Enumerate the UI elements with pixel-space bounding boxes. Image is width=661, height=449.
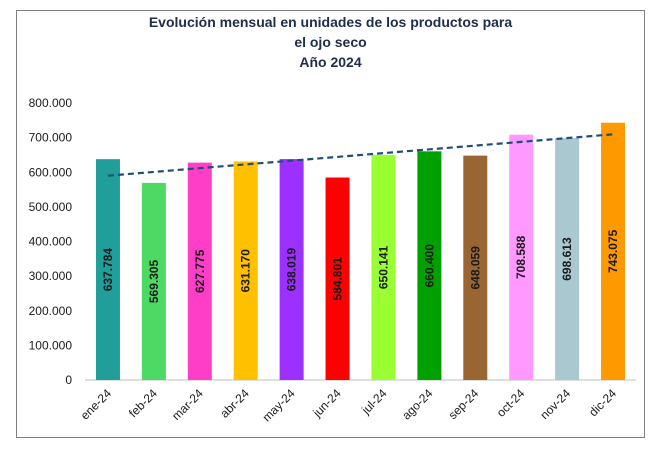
x-tick-label: ene-24: [78, 386, 115, 423]
y-tick-label: 800.000: [29, 96, 73, 110]
x-tick-label: dic-24: [586, 386, 619, 419]
x-tick-label: ago-24: [399, 386, 436, 423]
x-tick-label: nov-24: [537, 386, 573, 422]
y-tick-label: 200.000: [29, 304, 73, 318]
bar-jul-24: [371, 154, 396, 380]
x-tick-label: sep-24: [446, 386, 482, 422]
bar-ene-24: [95, 159, 120, 380]
bar-dic-24: [601, 122, 626, 381]
bar-nov-24: [555, 138, 580, 380]
bar-ago-24: [417, 151, 442, 380]
x-tick-label: jul-24: [358, 386, 390, 418]
data-label: 708.588: [514, 235, 528, 279]
y-tick-label: 0: [65, 373, 72, 387]
data-label: 584.801: [331, 257, 345, 301]
chart-title-line-2: el ojo seco: [294, 34, 367, 50]
x-tick-label: oct-24: [494, 386, 528, 420]
x-tick-label: mar-24: [169, 386, 206, 423]
bar-mar-24: [187, 162, 212, 380]
bar-oct-24: [509, 134, 534, 380]
y-tick-label: 700.000: [29, 131, 73, 145]
chart-title-line-3: Año 2024: [299, 54, 362, 70]
data-label: 631.170: [239, 249, 253, 293]
y-tick-label: 100.000: [29, 338, 73, 352]
data-label: 627.775: [193, 249, 207, 293]
chart-title-line-1: Evolución mensual en unidades de los pro…: [148, 14, 513, 30]
x-tick-label: jun-24: [309, 386, 343, 420]
y-tick-label: 400.000: [29, 235, 73, 249]
data-label: 698.613: [560, 237, 574, 281]
trendline: [107, 133, 614, 177]
data-label: 660.400: [422, 244, 436, 288]
bar-sep-24: [463, 155, 488, 380]
data-label: 650.141: [376, 245, 390, 289]
data-label: 637.784: [101, 248, 115, 292]
data-label: 743.075: [606, 229, 620, 273]
y-tick-label: 300.000: [29, 269, 73, 283]
bar-jun-24: [325, 177, 350, 380]
y-tick-label: 500.000: [29, 200, 73, 214]
chart-title: Evolución mensual en unidades de los pro…: [0, 12, 661, 72]
bar-feb-24: [141, 182, 166, 380]
data-label: 638.019: [285, 248, 299, 292]
bar-abr-24: [233, 161, 258, 380]
data-label: 648.059: [468, 246, 482, 290]
x-tick-label: feb-24: [126, 386, 160, 420]
bar-may-24: [279, 159, 304, 380]
data-label: 569.305: [147, 259, 161, 303]
x-tick-label: abr-24: [217, 386, 252, 421]
y-tick-label: 600.000: [29, 165, 73, 179]
x-tick-label: may-24: [260, 386, 298, 424]
